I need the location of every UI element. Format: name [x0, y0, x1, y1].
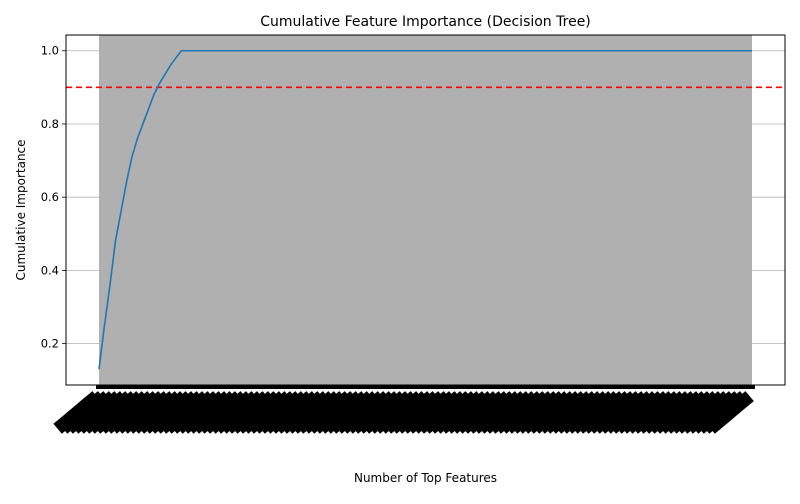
y-tick-label: 1.0: [41, 44, 59, 58]
fill-band: [99, 35, 752, 385]
y-tick-label: 0.6: [41, 190, 59, 204]
x-axis-label: Number of Top Features: [354, 471, 497, 485]
line-layer: [66, 49, 785, 370]
axes-frame: [65, 34, 786, 386]
y-tick-label: 0.8: [41, 117, 59, 131]
y-tick-label: 0.2: [41, 337, 59, 351]
fill-layer: [99, 35, 752, 385]
cumulative-importance-line: [98, 49, 752, 370]
y-axis-label: Cumulative Importance: [14, 139, 28, 280]
y-ticks: 0.2 0.4 0.6 0.8 1.0: [41, 44, 66, 351]
y-tick-label: 0.4: [41, 263, 59, 277]
chart-title: Cumulative Feature Importance (Decision …: [260, 14, 591, 30]
x-ticks: ████████████████████████████████████████…: [52, 385, 755, 435]
